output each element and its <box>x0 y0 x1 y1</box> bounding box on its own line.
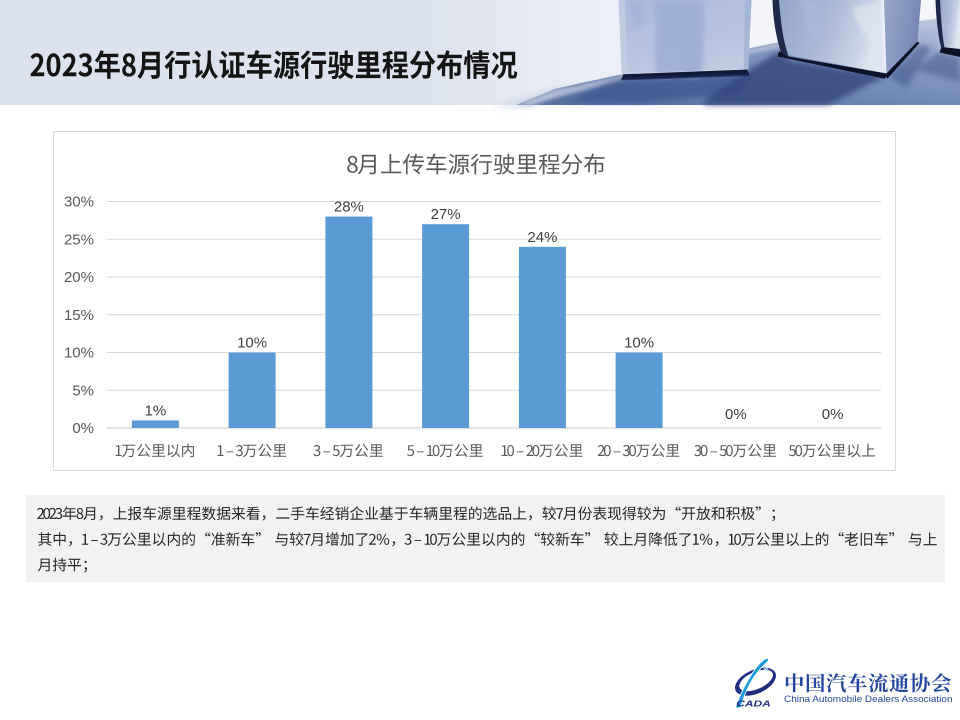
svg-text:5%: 5% <box>72 382 94 399</box>
svg-text:28%: 28% <box>334 199 364 216</box>
svg-text:20%: 20% <box>64 269 94 286</box>
svg-text:27%: 27% <box>431 206 461 223</box>
svg-text:10%: 10% <box>64 345 94 362</box>
svg-text:30%: 30% <box>64 194 94 211</box>
svg-text:15%: 15% <box>64 307 94 324</box>
svg-text:China Automobile Dealers Assoc: China Automobile Dealers Association <box>784 694 953 705</box>
svg-text:0%: 0% <box>72 420 94 437</box>
svg-text:10%: 10% <box>624 335 654 352</box>
svg-text:CADA: CADA <box>736 700 771 709</box>
svg-text:10%: 10% <box>237 335 267 352</box>
svg-text:0%: 0% <box>822 406 844 423</box>
svg-text:25%: 25% <box>64 231 94 248</box>
svg-text:1%: 1% <box>145 402 167 419</box>
svg-text:24%: 24% <box>527 229 557 246</box>
svg-text:0%: 0% <box>725 406 747 423</box>
